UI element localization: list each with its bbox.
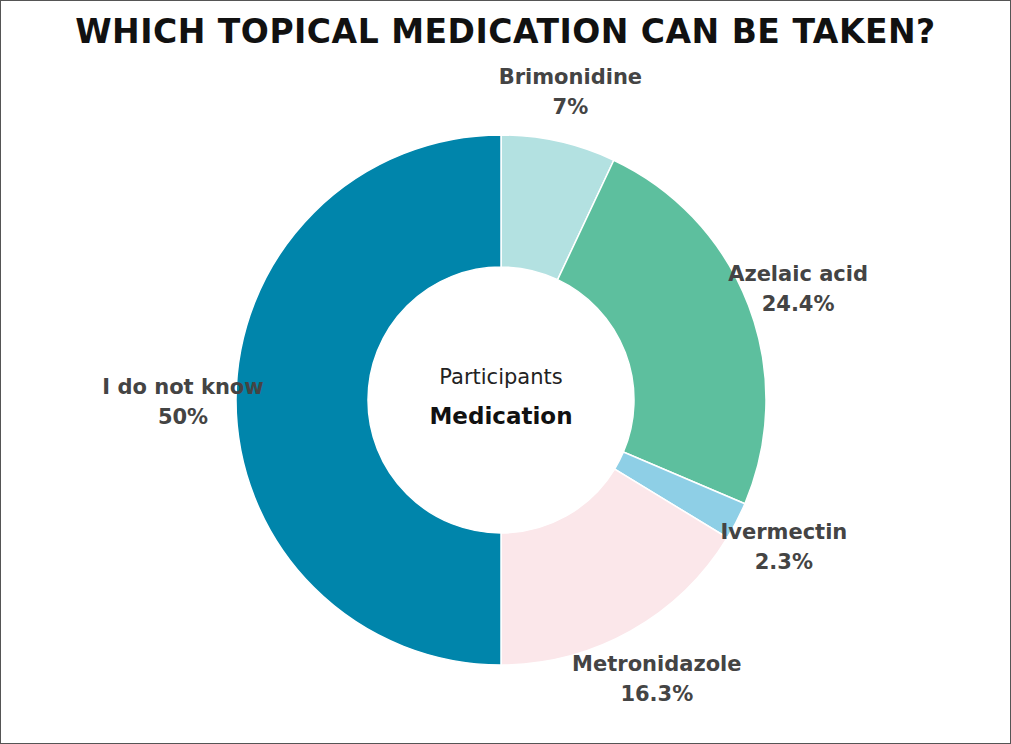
svg-text:Medication: Medication [429,403,572,429]
svg-text:Azelaic acid24.4%: Azelaic acid24.4% [728,262,868,316]
svg-text:Participants: Participants [439,365,562,389]
svg-text:I do not know50%: I do not know50% [102,375,263,429]
svg-text:Brimonidine7%: Brimonidine7% [499,65,642,119]
html-text:WHICH TOPICAL MEDICATION CAN B: WHICH TOPICAL MEDICATION CAN BE TAKEN? [75,12,936,51]
svg-text:Metronidazole16.3%: Metronidazole16.3% [572,652,741,706]
svg-text:Ivermectin2.3%: Ivermectin2.3% [720,520,847,574]
